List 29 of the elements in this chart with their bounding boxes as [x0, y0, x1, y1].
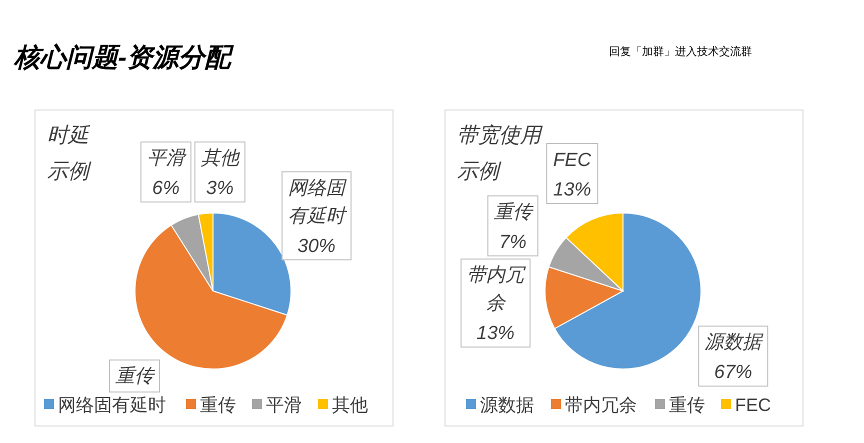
legend-label: 平滑 — [266, 395, 302, 415]
data-label: 7% — [499, 232, 527, 253]
chart-title: 带宽使用 — [457, 124, 543, 147]
legend-label: 重传 — [669, 395, 705, 415]
legend-label: 重传 — [200, 395, 236, 415]
slice-label: 重传 — [492, 200, 534, 225]
legend-label: 网络固有延时 — [58, 395, 166, 415]
chart-title: 时延 — [47, 124, 91, 147]
legend-label: 源数据 — [480, 395, 534, 415]
data-label: 6% — [152, 178, 180, 199]
text: 回复「加群」进入技术交流群 — [609, 45, 752, 58]
chart-subtitle: 示例 — [457, 160, 502, 183]
slice-label: FEC — [552, 148, 592, 173]
slice-label: 重传 — [114, 365, 156, 389]
slice-label: 带内冗余 — [466, 264, 526, 316]
slice-label: 网络固有延时 — [287, 176, 348, 229]
slice-label: 平滑 — [146, 146, 187, 171]
data-label: 13% — [553, 180, 592, 201]
data-label: 67% — [714, 362, 752, 384]
legend-label: FEC — [735, 395, 771, 415]
data-label: 13% — [476, 323, 515, 344]
text: 核心问题-资源分配 — [13, 42, 235, 72]
slice-label: 源数据 — [704, 331, 764, 356]
data-label: 30% — [298, 236, 336, 257]
legend-label: 带内冗余 — [565, 395, 637, 415]
slice-label: 其他 — [200, 146, 241, 171]
legend-label: 其他 — [332, 395, 368, 415]
text: 示例 — [47, 160, 92, 183]
data-label: 3% — [206, 178, 234, 199]
